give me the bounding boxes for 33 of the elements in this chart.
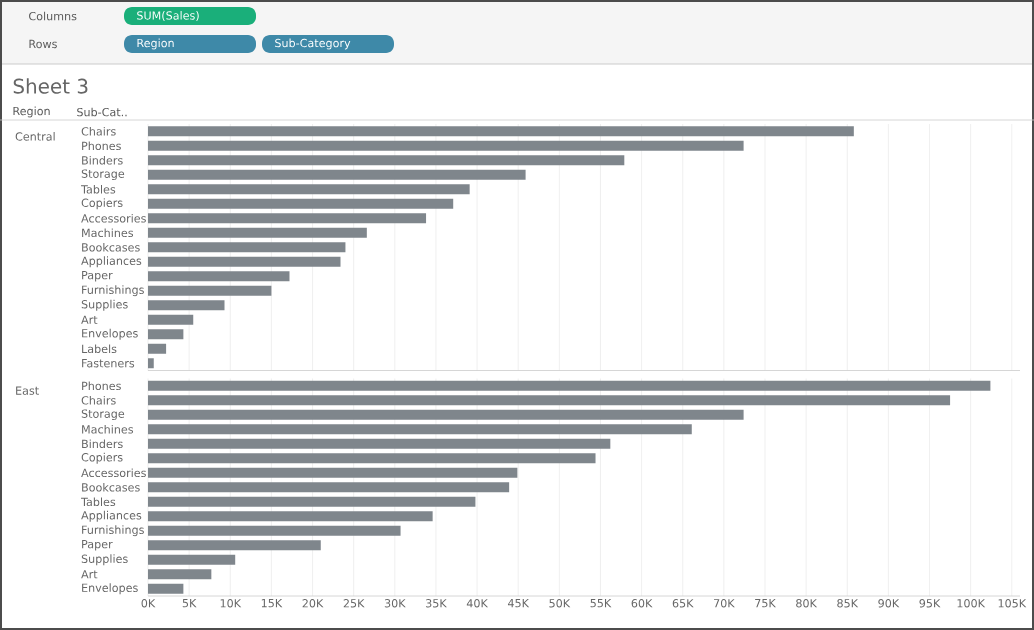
bar — [148, 184, 470, 195]
bar — [148, 126, 854, 137]
bar — [148, 314, 194, 325]
bar — [148, 198, 454, 209]
bar — [148, 256, 341, 267]
bar — [148, 227, 367, 238]
bar — [148, 329, 184, 340]
bar — [148, 583, 184, 594]
bar — [148, 343, 167, 354]
bar — [148, 169, 526, 180]
chart-title: Sheet 3 — [13, 78, 88, 94]
bar — [148, 453, 596, 464]
bar — [148, 496, 476, 507]
bar — [148, 569, 212, 580]
bar — [148, 380, 991, 391]
bar — [148, 155, 625, 166]
bar — [148, 395, 951, 406]
bar — [148, 482, 510, 493]
bar — [148, 140, 744, 151]
bar — [148, 467, 518, 478]
bar — [148, 271, 290, 282]
bar — [148, 213, 427, 224]
bar — [148, 525, 401, 536]
bar — [148, 554, 236, 565]
bar — [148, 242, 346, 253]
bar — [148, 285, 272, 296]
bar — [148, 409, 744, 420]
bar — [148, 300, 225, 311]
bar — [148, 438, 611, 449]
bar — [148, 424, 692, 435]
bar — [148, 511, 433, 522]
bar — [148, 540, 321, 551]
bar — [148, 358, 154, 369]
